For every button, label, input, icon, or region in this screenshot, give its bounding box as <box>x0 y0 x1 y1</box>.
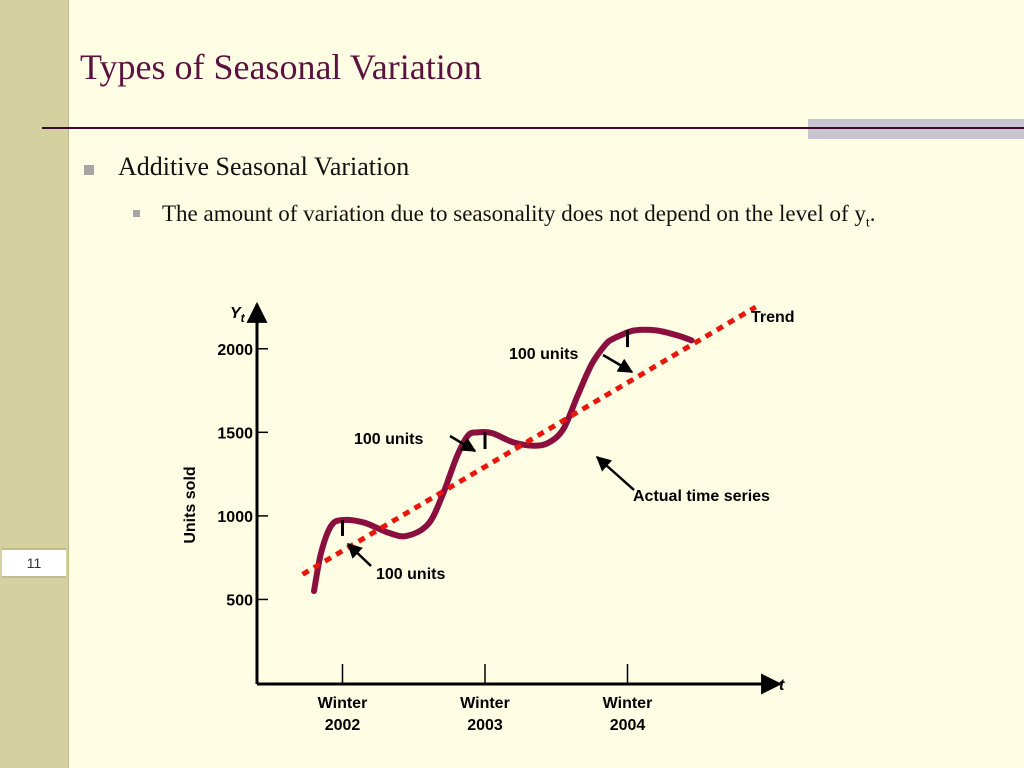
trend-label: Trend <box>751 309 795 326</box>
y-axis-label: Units sold <box>182 466 199 543</box>
title-rule <box>42 127 1024 129</box>
y-axis-title: Yt <box>230 305 246 325</box>
annotation-100-units-label: 100 units <box>376 566 445 583</box>
slide-title: Types of Seasonal Variation <box>80 47 482 87</box>
left-band-divider <box>68 0 69 768</box>
bullet-additive-seasonal-variation: Additive Seasonal Variation <box>118 152 410 181</box>
bullet-marker <box>84 165 94 175</box>
x-tick-label: 2002 <box>325 717 361 734</box>
x-tick-label: Winter <box>460 695 510 712</box>
x-axis-title: t <box>779 677 785 694</box>
trend-line <box>301 304 758 577</box>
x-tick-label: Winter <box>603 695 653 712</box>
bullet-text-main: The amount of variation due to seasonali… <box>162 201 866 226</box>
annotation-arrow <box>602 353 634 374</box>
annotation-100-units-label: 100 units <box>509 346 578 363</box>
sub-bullet-marker <box>133 210 140 217</box>
actual-series-arrow <box>595 456 635 491</box>
x-tick-label: Winter <box>318 695 368 712</box>
title-rule-accent <box>808 119 1024 139</box>
y-tick-label: 500 <box>226 592 253 609</box>
actual-time-series-label: Actual time series <box>633 488 770 505</box>
y-tick-label: 1500 <box>217 425 253 442</box>
annotation-arrow <box>346 542 372 567</box>
annotation-100-units-label: 100 units <box>354 431 423 448</box>
y-axis-title-subscript: t <box>241 311 246 325</box>
x-tick-label: 2004 <box>610 717 646 734</box>
annotation-arrow <box>449 434 477 453</box>
y-tick-label: 2000 <box>217 342 253 359</box>
y-tick-label: 1000 <box>217 509 253 526</box>
bullet-text-subscript: t <box>865 215 870 231</box>
x-tick-label: 2003 <box>467 717 503 734</box>
slide-number: 11 <box>2 548 66 578</box>
bullet-variation-description: The amount of variation due to seasonali… <box>162 198 1002 240</box>
bullet-text-end: . <box>869 201 876 226</box>
actual-time-series-line <box>311 326 695 595</box>
